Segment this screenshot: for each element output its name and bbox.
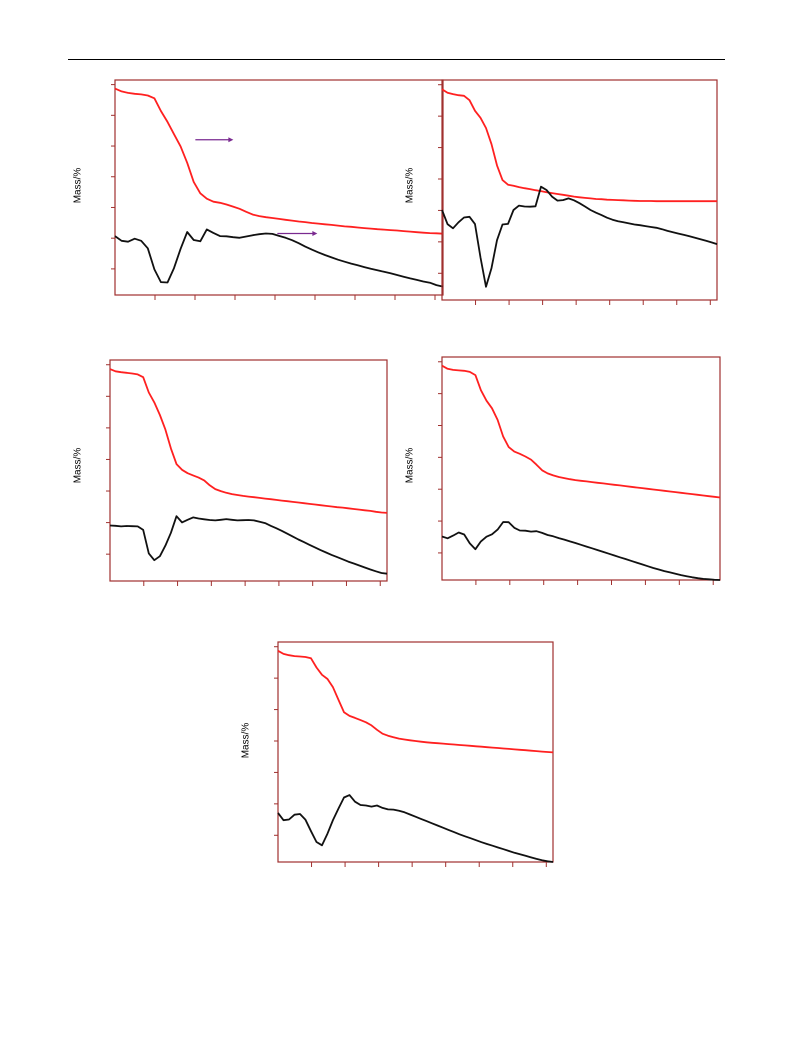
- page-header-rule: [68, 59, 725, 60]
- y-axis-label: Mass/%: [72, 167, 84, 204]
- tga-chart-1: Mass/%: [60, 60, 444, 320]
- y-axis-label: Mass/%: [72, 447, 84, 484]
- plot-frame: [109, 359, 388, 582]
- mass-curve: [441, 364, 721, 499]
- dtg-curve: [109, 515, 388, 575]
- chart-plot: [106, 359, 388, 586]
- annotation-arrow: [277, 231, 318, 237]
- y-axis-label: Mass/%: [404, 447, 416, 484]
- y-axis-label: Mass/%: [404, 167, 416, 204]
- chart-plot: [438, 79, 718, 305]
- plot-frame: [441, 356, 721, 581]
- mass-curve: [277, 650, 554, 754]
- mass-curve: [441, 88, 717, 203]
- chart-plot: [438, 356, 721, 585]
- dtg-curve: [441, 185, 718, 288]
- dtg-curve: [277, 794, 554, 863]
- tga-chart-3: Mass/%: [60, 340, 400, 610]
- tga-chart-5: Mass/%: [228, 625, 568, 885]
- y-axis-label: Mass/%: [240, 722, 252, 759]
- chart-plot: [274, 641, 554, 867]
- annotation-arrow: [195, 137, 234, 143]
- dtg-curve: [441, 521, 721, 581]
- mass-curve: [109, 368, 388, 514]
- dtg-curve: [114, 228, 444, 288]
- chart-plot: [111, 79, 444, 300]
- tga-chart-4: Mass/%: [392, 340, 732, 610]
- mass-curve: [114, 87, 444, 235]
- plot-frame: [114, 79, 444, 296]
- tga-chart-2: Mass/%: [392, 60, 732, 320]
- plot-frame: [277, 641, 554, 863]
- plot-frame: [441, 79, 718, 301]
